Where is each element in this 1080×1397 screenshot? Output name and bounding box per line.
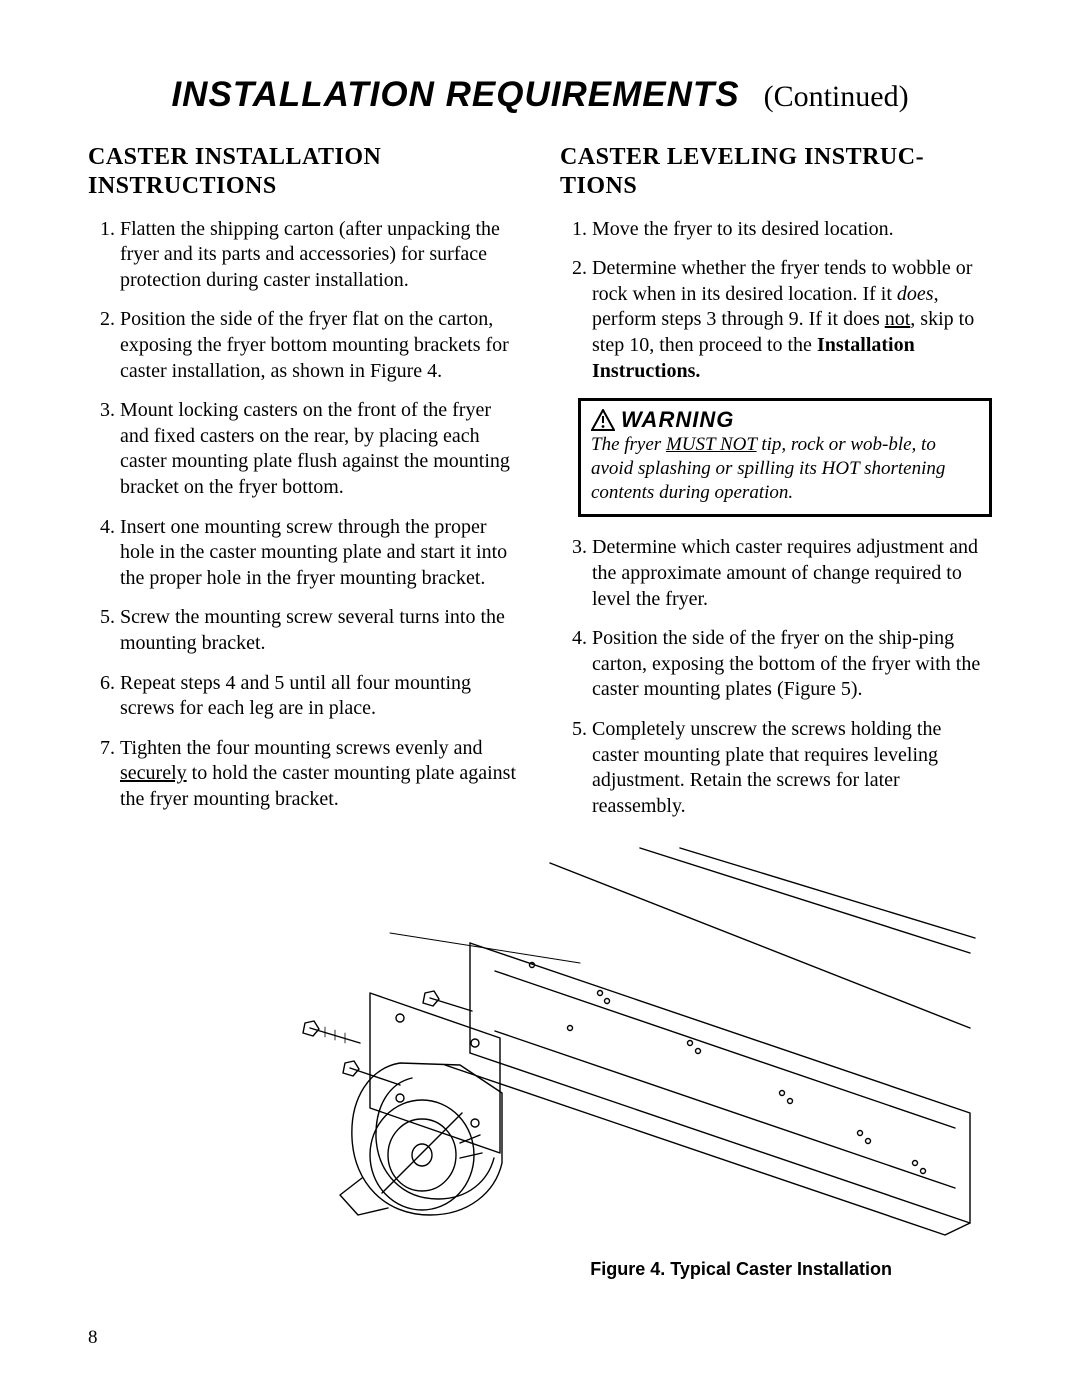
warning-u: MUST NOT bbox=[666, 434, 757, 455]
step7-pre: Tighten the four mounting screws evenly … bbox=[120, 737, 483, 759]
list-item: Mount locking casters on the front of th… bbox=[120, 398, 520, 500]
caster-installation-diagram bbox=[100, 843, 980, 1253]
title-main: INSTALLATION REQUIREMENTS bbox=[171, 75, 739, 114]
list-item: Move the fryer to its desired location. bbox=[592, 217, 992, 243]
list-item: Tighten the four mounting screws evenly … bbox=[120, 736, 520, 813]
warning-triangle-icon bbox=[591, 409, 615, 431]
list-item: Flatten the shipping carton (after unpac… bbox=[120, 217, 520, 294]
list-item: Repeat steps 4 and 5 until all four moun… bbox=[120, 671, 520, 722]
warning-heading: WARNING bbox=[591, 407, 979, 433]
figure-4: Figure 4. Typical Caster Installation bbox=[88, 843, 992, 1280]
warning-body: The fryer MUST NOT tip, rock or wob-ble,… bbox=[591, 433, 979, 504]
list-item: Determine whether the fryer tends to wob… bbox=[592, 256, 992, 384]
warning-box: WARNING The fryer MUST NOT tip, rock or … bbox=[578, 398, 992, 517]
right-heading: CASTER LEVELING INSTRUC-TIONS bbox=[560, 143, 992, 201]
list-item: Position the side of the fryer flat on t… bbox=[120, 307, 520, 384]
list-item: Insert one mounting screw through the pr… bbox=[120, 515, 520, 592]
figure-caption: Figure 4. Typical Caster Installation bbox=[88, 1259, 992, 1280]
left-heading: CASTER INSTALLATION INSTRUCTIONS bbox=[88, 143, 520, 201]
right-steps-bottom: Determine which caster requires adjustme… bbox=[560, 535, 992, 819]
list-item: Completely unscrew the screws holding th… bbox=[592, 717, 992, 819]
step2-not: not bbox=[885, 308, 911, 330]
right-column: CASTER LEVELING INSTRUC-TIONS Move the f… bbox=[560, 143, 992, 833]
page-main-title: INSTALLATION REQUIREMENTS (Continued) bbox=[88, 75, 992, 115]
left-steps-list: Flatten the shipping carton (after unpac… bbox=[88, 217, 520, 813]
list-item: Screw the mounting screw several turns i… bbox=[120, 605, 520, 656]
warning-a: The fryer bbox=[591, 434, 666, 455]
right-steps-top: Move the fryer to its desired location. … bbox=[560, 217, 992, 385]
warning-label: WARNING bbox=[621, 407, 734, 433]
page-number: 8 bbox=[88, 1327, 98, 1349]
left-column: CASTER INSTALLATION INSTRUCTIONS Flatten… bbox=[88, 143, 520, 833]
step2-does: does bbox=[897, 283, 934, 305]
step7-underlined: securely bbox=[120, 762, 187, 784]
list-item: Determine which caster requires adjustme… bbox=[592, 535, 992, 612]
title-continued: (Continued) bbox=[764, 80, 909, 113]
list-item: Position the side of the fryer on the sh… bbox=[592, 626, 992, 703]
